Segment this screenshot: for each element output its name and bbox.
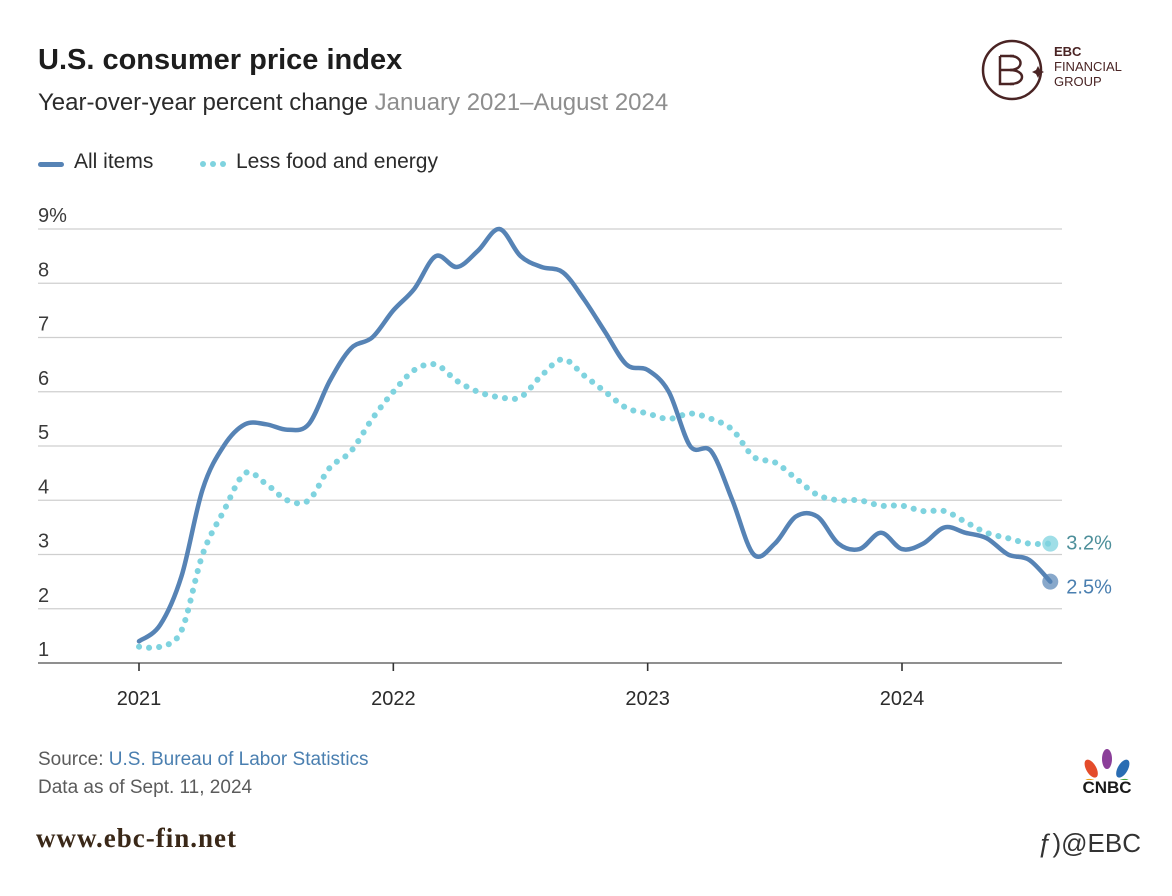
source-line: Source: U.S. Bureau of Labor Statistics: [38, 749, 369, 771]
legend-label-less-food-energy: Less food and energy: [236, 150, 438, 173]
subtitle-main: Year-over-year percent change: [38, 89, 368, 116]
subtitle-range: January 2021–August 2024: [374, 89, 669, 116]
source-link[interactable]: U.S. Bureau of Labor Statistics: [108, 749, 369, 770]
ebc-line1: EBC: [1054, 44, 1082, 59]
social-icon: ƒ): [1038, 828, 1062, 858]
y-tick-label: 7: [38, 314, 49, 336]
watermark-handle-text: @EBC: [1061, 828, 1141, 858]
x-tick-label: 2024: [880, 688, 925, 710]
y-tick-label: 9%: [38, 205, 67, 227]
legend-label-all-items: All items: [74, 150, 154, 173]
x-tick-label: 2021: [117, 688, 162, 710]
legend-swatch-dotted: [200, 161, 226, 167]
end-point-marker: [1042, 573, 1059, 590]
series-line-less-food-energy: [136, 356, 1054, 651]
y-tick-label: 5: [38, 422, 49, 444]
cnbc-logo: CNBC: [1076, 748, 1138, 800]
ebc-financial-group-logo: EBC FINANCIAL GROUP: [980, 38, 1140, 102]
ebc-line3: GROUP: [1054, 74, 1102, 89]
y-tick-label: 1: [38, 639, 49, 661]
watermark-handle: ƒ)@EBC: [1038, 828, 1141, 859]
watermark-url: www.ebc-fin.net: [36, 823, 237, 853]
x-tick-label: 2022: [371, 688, 416, 710]
legend-swatch-solid: [38, 162, 64, 167]
peacock-icon: [1083, 749, 1131, 794]
line-chart: 9% 8 7 6 5 4 3 2 1 2021 2022 2023 2024 3.2% 2.5%: [38, 205, 1112, 710]
x-tick-label: 2023: [625, 688, 670, 710]
ebc-monogram-icon: [981, 39, 1044, 101]
ebc-wordmark: EBC FINANCIAL GROUP: [1054, 44, 1122, 89]
y-tick-label: 4: [38, 476, 49, 498]
y-tick-label: 6: [38, 368, 49, 390]
end-point-marker: [1042, 535, 1059, 552]
end-value-label: 2.5%: [1066, 577, 1112, 599]
ebc-line2: FINANCIAL: [1054, 59, 1122, 74]
y-tick-label: 8: [38, 259, 49, 281]
end-value-label: 3.2%: [1066, 533, 1112, 555]
chart-title: U.S. consumer price index: [38, 44, 403, 76]
cnbc-wordmark: CNBC: [1082, 778, 1132, 797]
series-line-all-items: [136, 226, 1053, 644]
y-tick-label: 2: [38, 585, 49, 607]
data-as-of: Data as of Sept. 11, 2024: [38, 777, 253, 798]
chart-subtitle: Year-over-year percent change January 20…: [38, 89, 668, 117]
y-tick-label: 3: [38, 531, 49, 553]
source-prefix: Source:: [38, 749, 109, 770]
